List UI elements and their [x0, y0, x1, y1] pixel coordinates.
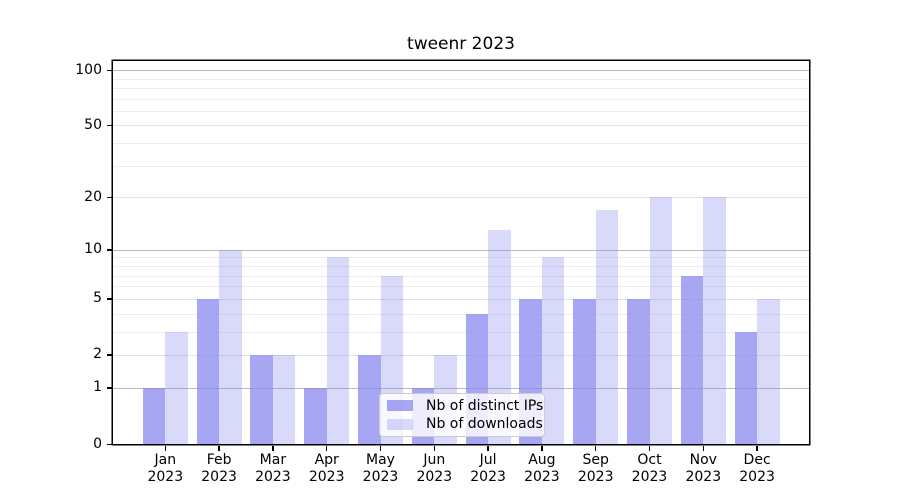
bar-ips-dec — [734, 331, 758, 444]
x-tick-mark — [648, 445, 651, 451]
minor-gridline — [113, 87, 809, 89]
minor-gridline — [113, 265, 809, 267]
bar-downloads-mar — [272, 355, 296, 444]
minor-gridline — [113, 165, 809, 167]
minor-gridline — [113, 286, 809, 288]
minor-gridline — [113, 78, 809, 80]
y-tick-label: 10 — [84, 241, 102, 258]
x-tick-label: Mar 2023 — [255, 452, 291, 485]
y-tick-label: 0 — [93, 435, 102, 452]
legend-label-distinct-ips: Nb of distinct IPs — [426, 397, 544, 414]
bar-downloads-dec — [757, 298, 780, 444]
bar-downloads-nov — [703, 197, 726, 444]
y-tick-mark — [107, 196, 112, 199]
x-tick-label: Nov 2023 — [685, 452, 722, 485]
bar-downloads-feb — [219, 249, 242, 444]
bar-downloads-jul — [488, 230, 511, 444]
y-tick-mark — [107, 298, 112, 300]
y-tick-label: 2 — [93, 346, 102, 363]
major-gridline — [113, 197, 809, 199]
y-tick-mark — [107, 69, 112, 72]
y-tick-label: 5 — [93, 290, 102, 307]
y-tick-mark — [107, 387, 112, 389]
y-tick-label: 100 — [75, 61, 102, 78]
legend-swatch-distinct-ips — [387, 400, 413, 412]
bar-ips-nov — [680, 275, 704, 444]
minor-gridline — [113, 110, 809, 112]
x-tick-label: Jul 2023 — [470, 452, 506, 485]
y-tick-mark — [107, 443, 112, 445]
legend-item-distinct-ips: Nb of distinct IPs — [380, 397, 544, 415]
bar-downloads-aug — [541, 257, 565, 444]
minor-gridline — [113, 98, 809, 100]
bar-ips-mar — [250, 355, 273, 444]
bar-downloads-apr — [326, 257, 350, 444]
legend-label-downloads: Nb of downloads — [426, 416, 543, 433]
x-tick-mark — [433, 445, 436, 451]
bar-ips-jan — [142, 387, 166, 444]
bar-ips-oct — [627, 298, 650, 444]
minor-gridline — [113, 257, 809, 259]
chart-title: tweenr 2023 — [407, 34, 515, 54]
x-tick-mark — [541, 445, 543, 451]
x-tick-label: Oct 2023 — [631, 452, 668, 485]
plot-area — [113, 61, 809, 444]
legend-item-downloads: Nb of downloads — [380, 415, 544, 433]
y-tick-label: 50 — [84, 116, 102, 133]
major-gridline — [113, 70, 809, 72]
legend-swatch-downloads — [387, 418, 413, 430]
x-tick-mark — [594, 445, 597, 451]
x-tick-mark — [487, 445, 489, 451]
y-tick-mark — [107, 124, 112, 127]
x-tick-label: Jan 2023 — [147, 452, 184, 485]
x-tick-label: Apr 2023 — [308, 452, 345, 485]
x-tick-mark — [218, 445, 220, 451]
x-tick-label: Feb 2023 — [201, 452, 237, 485]
minor-gridline — [113, 313, 809, 315]
minor-gridline — [113, 143, 809, 145]
major-gridline — [113, 249, 809, 251]
x-tick-label: Jun 2023 — [416, 452, 453, 485]
x-tick-mark — [702, 445, 705, 451]
bar-downloads-oct — [649, 197, 672, 444]
x-tick-label: Dec 2023 — [739, 452, 775, 485]
x-tick-mark — [272, 445, 274, 451]
y-tick-mark — [107, 354, 112, 356]
bar-downloads-sep — [595, 209, 619, 444]
x-tick-label: Aug 2023 — [524, 452, 560, 485]
y-tick-mark — [107, 249, 112, 251]
bar-ips-sep — [573, 298, 596, 444]
x-tick-mark — [756, 445, 758, 451]
major-gridline — [113, 298, 809, 300]
bar-downloads-jan — [165, 331, 188, 444]
major-gridline — [113, 354, 809, 356]
bar-ips-may — [358, 355, 381, 444]
x-tick-mark — [379, 445, 382, 451]
bar-ips-apr — [304, 387, 327, 444]
bar-ips-feb — [196, 298, 220, 444]
minor-gridline — [113, 275, 809, 277]
x-tick-label: May 2023 — [362, 452, 399, 485]
x-tick-label: Sep 2023 — [577, 452, 614, 485]
major-gridline — [113, 125, 809, 127]
legend: Nb of distinct IPs Nb of downloads — [379, 393, 545, 437]
major-gridline — [113, 387, 809, 389]
y-tick-label: 20 — [84, 188, 102, 205]
y-tick-label: 1 — [93, 379, 102, 396]
minor-gridline — [113, 331, 809, 333]
x-tick-mark — [325, 445, 328, 451]
x-tick-mark — [164, 445, 167, 451]
